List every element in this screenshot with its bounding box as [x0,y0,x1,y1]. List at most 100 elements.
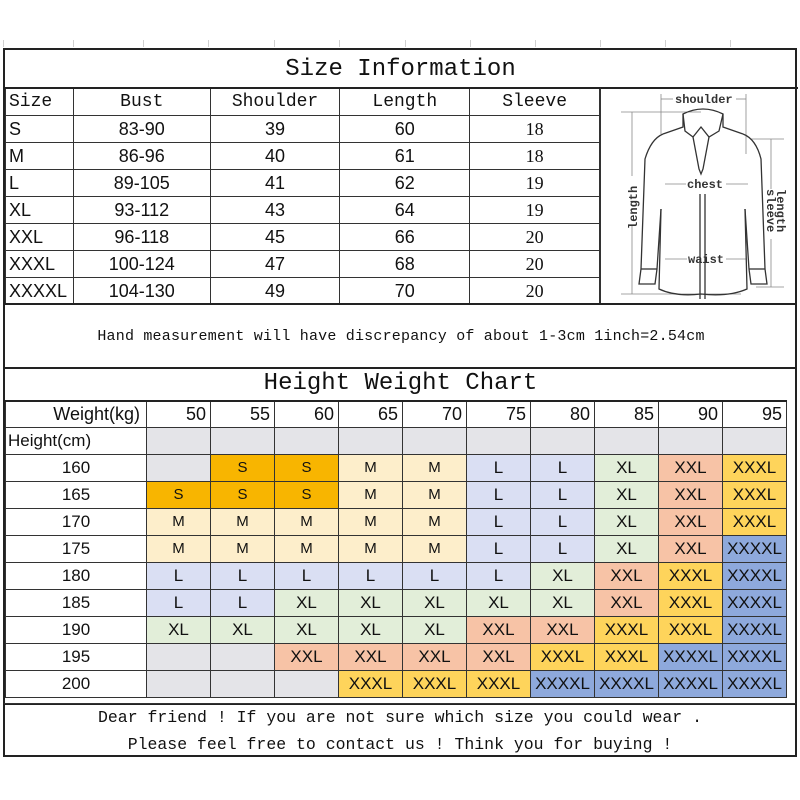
weight-value: 65 [338,400,403,428]
size-recommendation-cell: M [338,453,403,482]
empty-cell [466,426,531,455]
size-recommendation-cell: XL [338,588,403,617]
sleeve-cell: 19 [469,169,600,197]
size-recommendation-cell: XL [466,588,531,617]
sleeve-cell: 20 [469,223,600,251]
size-recommendation-cell: M [210,534,275,563]
size-recommendation-cell: M [338,507,403,536]
size-recommendation-cell: M [338,534,403,563]
size-recommendation-cell: XL [594,480,659,509]
size-cell: XXXXL [5,277,74,305]
size-recommendation-cell: XXXXL [722,588,787,617]
size-recommendation-cell: XXXL [530,642,595,671]
size-recommendation-cell: L [146,561,211,590]
size-recommendation-cell: L [530,534,595,563]
gridline [600,40,601,47]
size-recommendation-cell: XXXL [402,669,467,698]
shoulder-cell: 40 [209,142,341,170]
size-recommendation-cell: XXXXL [722,669,787,698]
weight-value: 90 [658,400,723,428]
size-recommendation-cell [146,669,211,698]
size-cell: XXXL [5,250,74,278]
bust-cell: 86-96 [72,142,211,170]
gridline [208,40,209,47]
shoulder-cell: 41 [209,169,341,197]
size-recommendation-cell: S [210,453,275,482]
size-recommendation-cell: XXXXL [594,669,659,698]
height-value: 190 [5,615,147,644]
measurement-note: Hand measurement will have discrepancy o… [5,303,797,369]
height-row: 170 M M M M M L L XL XXL XXXL [5,507,787,536]
footer-line-1: Dear friend ! If you are not sure which … [98,708,702,727]
size-recommendation-cell: XXXXL [658,669,723,698]
size-row: XL 93-112 43 64 19 [5,196,600,224]
shirt-measurement-icon: shoulder chest waist length sleeve lengt… [621,93,787,299]
size-recommendation-cell: XXL [530,615,595,644]
size-recommendation-cell: XXL [594,588,659,617]
gridline [73,40,74,47]
size-recommendation-cell: M [402,480,467,509]
size-header-row: Size Bust Shoulder Length Sleeve [5,87,600,116]
size-row: M 86-96 40 61 18 [5,142,600,170]
empty-cell [594,426,659,455]
gridline [274,40,275,47]
size-recommendation-cell: XXXXL [722,561,787,590]
size-recommendation-cell: L [466,480,531,509]
weight-value: 95 [722,400,787,428]
shoulder-cell: 45 [209,223,341,251]
size-row: S 83-90 39 60 18 [5,115,600,143]
size-recommendation-cell: L [274,561,339,590]
size-recommendation-cell: L [530,507,595,536]
bust-cell: 104-130 [72,277,211,305]
sleeve-cell: 20 [469,277,600,305]
empty-cell [530,426,595,455]
height-label-row: Height(cm) [5,426,787,455]
height-value: 165 [5,480,147,509]
size-cell: XXL [5,223,74,251]
size-recommendation-cell: XL [594,507,659,536]
height-row: 195 XXL XXL XXL XXL XXXL XXXL XXXXL XXXXL [5,642,787,671]
footer-line-2: Please feel free to contact us ! Think y… [127,735,673,754]
height-value: 170 [5,507,147,536]
empty-cell [146,426,211,455]
size-recommendation-cell: S [210,480,275,509]
size-recommendation-cell: S [274,480,339,509]
size-recommendation-cell: XXL [658,507,723,536]
size-row: XXXXL 104-130 49 70 20 [5,277,600,305]
size-recommendation-cell: XXXL [594,615,659,644]
length-cell: 62 [339,169,471,197]
height-row: 180 L L L L L L XL XXL XXXL XXXXL [5,561,787,590]
size-recommendation-cell: XL [274,615,339,644]
gridline [470,40,471,47]
size-recommendation-cell: XL [146,615,211,644]
size-recommendation-cell: L [402,561,467,590]
height-row: 165 S S S M M L L XL XXL XXXL [5,480,787,509]
shoulder-cell: 47 [209,250,341,278]
size-recommendation-cell: M [402,507,467,536]
size-recommendation-cell: M [402,534,467,563]
height-value: 160 [5,453,147,482]
bust-cell: 83-90 [72,115,211,143]
size-recommendation-cell: L [466,561,531,590]
sleeve-cell: 20 [469,250,600,278]
size-recommendation-cell: L [466,507,531,536]
weight-value: 60 [274,400,339,428]
shoulder-cell: 39 [209,115,341,143]
gridline [535,40,536,47]
height-row: 185 L L XL XL XL XL XL XXL XXXL XXXXL [5,588,787,617]
size-recommendation-cell: L [210,588,275,617]
size-chart-frame [3,48,797,705]
shoulder-cell: 49 [209,277,341,305]
size-recommendation-cell: XXXL [338,669,403,698]
empty-cell [274,426,339,455]
gridline [405,40,406,47]
gridline [143,40,144,47]
size-recommendation-cell: XXXL [658,561,723,590]
weight-label: Weight(kg) [5,400,147,428]
size-recommendation-cell: L [146,588,211,617]
size-recommendation-cell [146,453,211,482]
size-recommendation-cell: XXXL [658,615,723,644]
size-info-title: Size Information [285,56,516,83]
weight-value: 75 [466,400,531,428]
weight-value: 85 [594,400,659,428]
